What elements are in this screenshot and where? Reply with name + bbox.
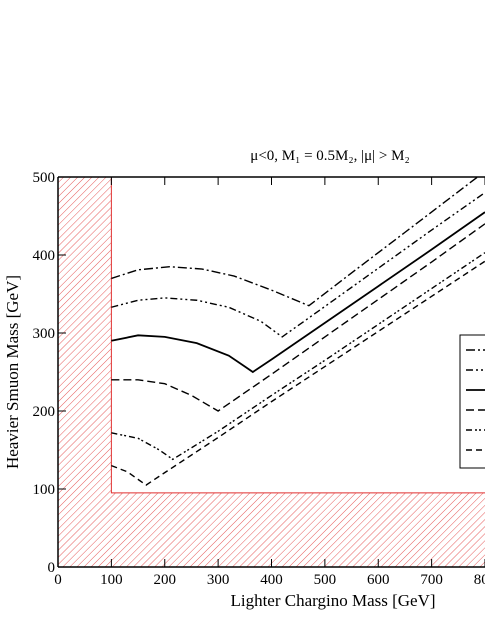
x-tick-label: 400 [260, 572, 283, 588]
y-tick-label: 0 [48, 560, 56, 576]
chart-title: μ<0, M₁ = 0.5M₂, |μ| > M₂ [250, 148, 409, 164]
data-line [111, 192, 485, 338]
data-line [111, 260, 485, 486]
legend-box [459, 334, 485, 469]
y-tick-label: 500 [33, 170, 56, 186]
y-tick-label: 200 [33, 404, 56, 420]
x-tick-label: 800 [474, 572, 485, 588]
y-axis-label: Heavier Smuon Mass [GeV] [3, 275, 22, 469]
data-line [111, 177, 478, 307]
excluded-region [58, 177, 485, 567]
y-tick-label: 400 [33, 248, 56, 264]
x-tick-label: 100 [100, 572, 123, 588]
data-line [111, 211, 485, 374]
x-axis-label: Lighter Chargino Mass [GeV] [230, 591, 435, 610]
x-tick-label: 0 [54, 572, 62, 588]
excluded-boundary [110, 177, 485, 494]
y-tick-label: 300 [33, 326, 56, 342]
x-tick-label: 600 [367, 572, 390, 588]
x-tick-label: 700 [420, 572, 443, 588]
x-tick-label: 300 [207, 572, 230, 588]
x-tick-label: 500 [314, 572, 337, 588]
plot-area [58, 177, 485, 567]
y-tick-label: 100 [33, 482, 56, 498]
data-line [111, 252, 485, 461]
x-tick-label: 200 [154, 572, 177, 588]
data-line [111, 223, 485, 412]
